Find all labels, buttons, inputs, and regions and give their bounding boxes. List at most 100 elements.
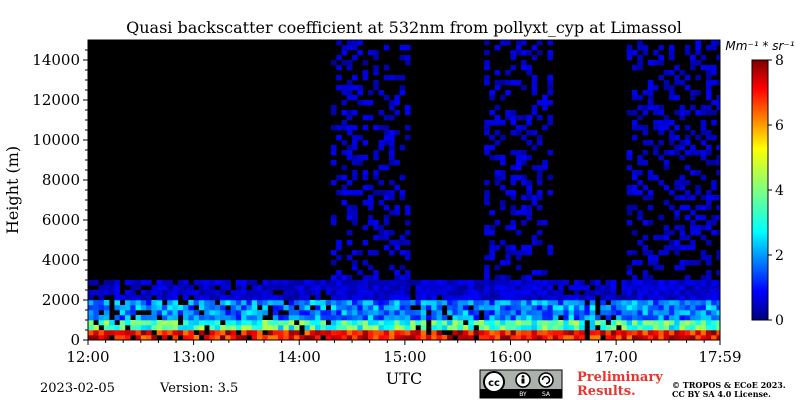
heatmap-cell [510,220,517,226]
heatmap-cell [558,310,564,316]
heatmap-cell [663,300,670,306]
heatmap-cell [484,190,490,196]
heatmap-cell [431,290,437,296]
heatmap-cell [399,315,406,321]
heatmap-cell [558,330,564,336]
heatmap-cell [684,125,691,131]
x-tick-label: 16:00 [489,348,532,366]
heatmap-cell [389,305,395,311]
heatmap-cell [658,140,664,146]
heatmap-cell [288,330,295,336]
heatmap-cell [389,160,395,166]
heatmap-cell [684,75,691,81]
colorbar-tick-label: 2 [775,248,784,264]
heatmap-cell [573,310,580,316]
heatmap-cell [484,130,490,136]
heatmap-cell [616,320,622,326]
heatmap-cell [716,40,720,46]
heatmap-cell [558,300,564,306]
heatmap-cell [436,320,443,326]
heatmap-cell [151,325,157,331]
heatmap-cell [478,330,485,336]
heatmap-cell [362,70,369,76]
license-badge[interactable]: cc BY SA [479,369,563,399]
heatmap-cell [404,305,411,311]
heatmap-cell [346,300,353,306]
heatmap-cell [668,190,675,196]
heatmap-cell [705,285,712,291]
heatmap-cell [278,320,284,326]
heatmap-cell [690,210,696,216]
heatmap-cell [389,290,395,296]
heatmap-cell [531,90,538,96]
heatmap-cell [98,315,105,321]
heatmap-cell [420,290,427,296]
heatmap-cell [225,330,231,336]
heatmap-cell [114,330,120,336]
heatmap-cell [642,325,649,331]
y-tick-label: 14000 [32,51,80,69]
heatmap-cell [521,180,527,186]
heatmap-cell [431,305,437,311]
heatmap-cell [705,90,712,96]
heatmap-cell [515,40,522,46]
heatmap-cell [531,330,538,336]
heatmap-cell [531,235,538,241]
heatmap-cell [399,85,406,91]
heatmap-cell [399,55,406,61]
heatmap-cell [521,315,527,321]
heatmap-cell [510,335,517,340]
heatmap-cell [515,280,522,286]
heatmap-cell [536,330,543,336]
heatmap-cell [621,315,627,321]
heatmap-cell [695,60,701,66]
heatmap-cell [119,330,126,336]
heatmap-cell [711,295,717,301]
heatmap-cell [510,50,517,56]
heatmap-cell [88,280,94,286]
heatmap-cell [383,295,390,301]
heatmap-cell [695,285,701,291]
heatmap-cell [526,195,532,201]
heatmap-cell [494,315,501,321]
heatmap-cell [415,290,422,296]
heatmap-cell [357,40,363,46]
heatmap-cell [225,295,231,301]
heatmap-cell [484,180,490,186]
heatmap-cell [362,330,369,336]
heatmap-cell [711,185,717,191]
heatmap-cell [404,330,411,336]
heatmap-cell [167,315,173,321]
heatmap-cell [484,195,490,201]
heatmap-cell [357,290,363,296]
heatmap-cell [684,290,691,296]
heatmap-cell [642,330,649,336]
heatmap-cell [336,85,342,91]
heatmap-cell [367,90,374,96]
heatmap-cell [505,285,511,291]
heatmap-cell [373,280,379,286]
heatmap-cell [705,200,712,206]
heatmap-cell [531,295,538,301]
heatmap-cell [225,335,231,340]
heatmap-cell [536,50,543,56]
heatmap-cell [674,95,680,101]
heatmap-cell [209,290,216,296]
heatmap-cell [109,280,115,286]
heatmap-cell [352,205,358,211]
heatmap-cell [631,320,638,326]
heatmap-cell [299,335,305,340]
heatmap-cell [404,270,411,276]
heatmap-cell [468,300,474,306]
heatmap-cell [658,325,664,331]
heatmap-cell [462,280,469,286]
heatmap-cell [468,315,474,321]
heatmap-cell [230,320,237,326]
heatmap-cell [563,315,569,321]
heatmap-cell [542,105,548,111]
heatmap-cell [394,210,400,216]
heatmap-cell [389,145,395,151]
heatmap-cell [436,285,443,291]
heatmap-cell [521,280,527,286]
heatmap-cell [510,300,517,306]
